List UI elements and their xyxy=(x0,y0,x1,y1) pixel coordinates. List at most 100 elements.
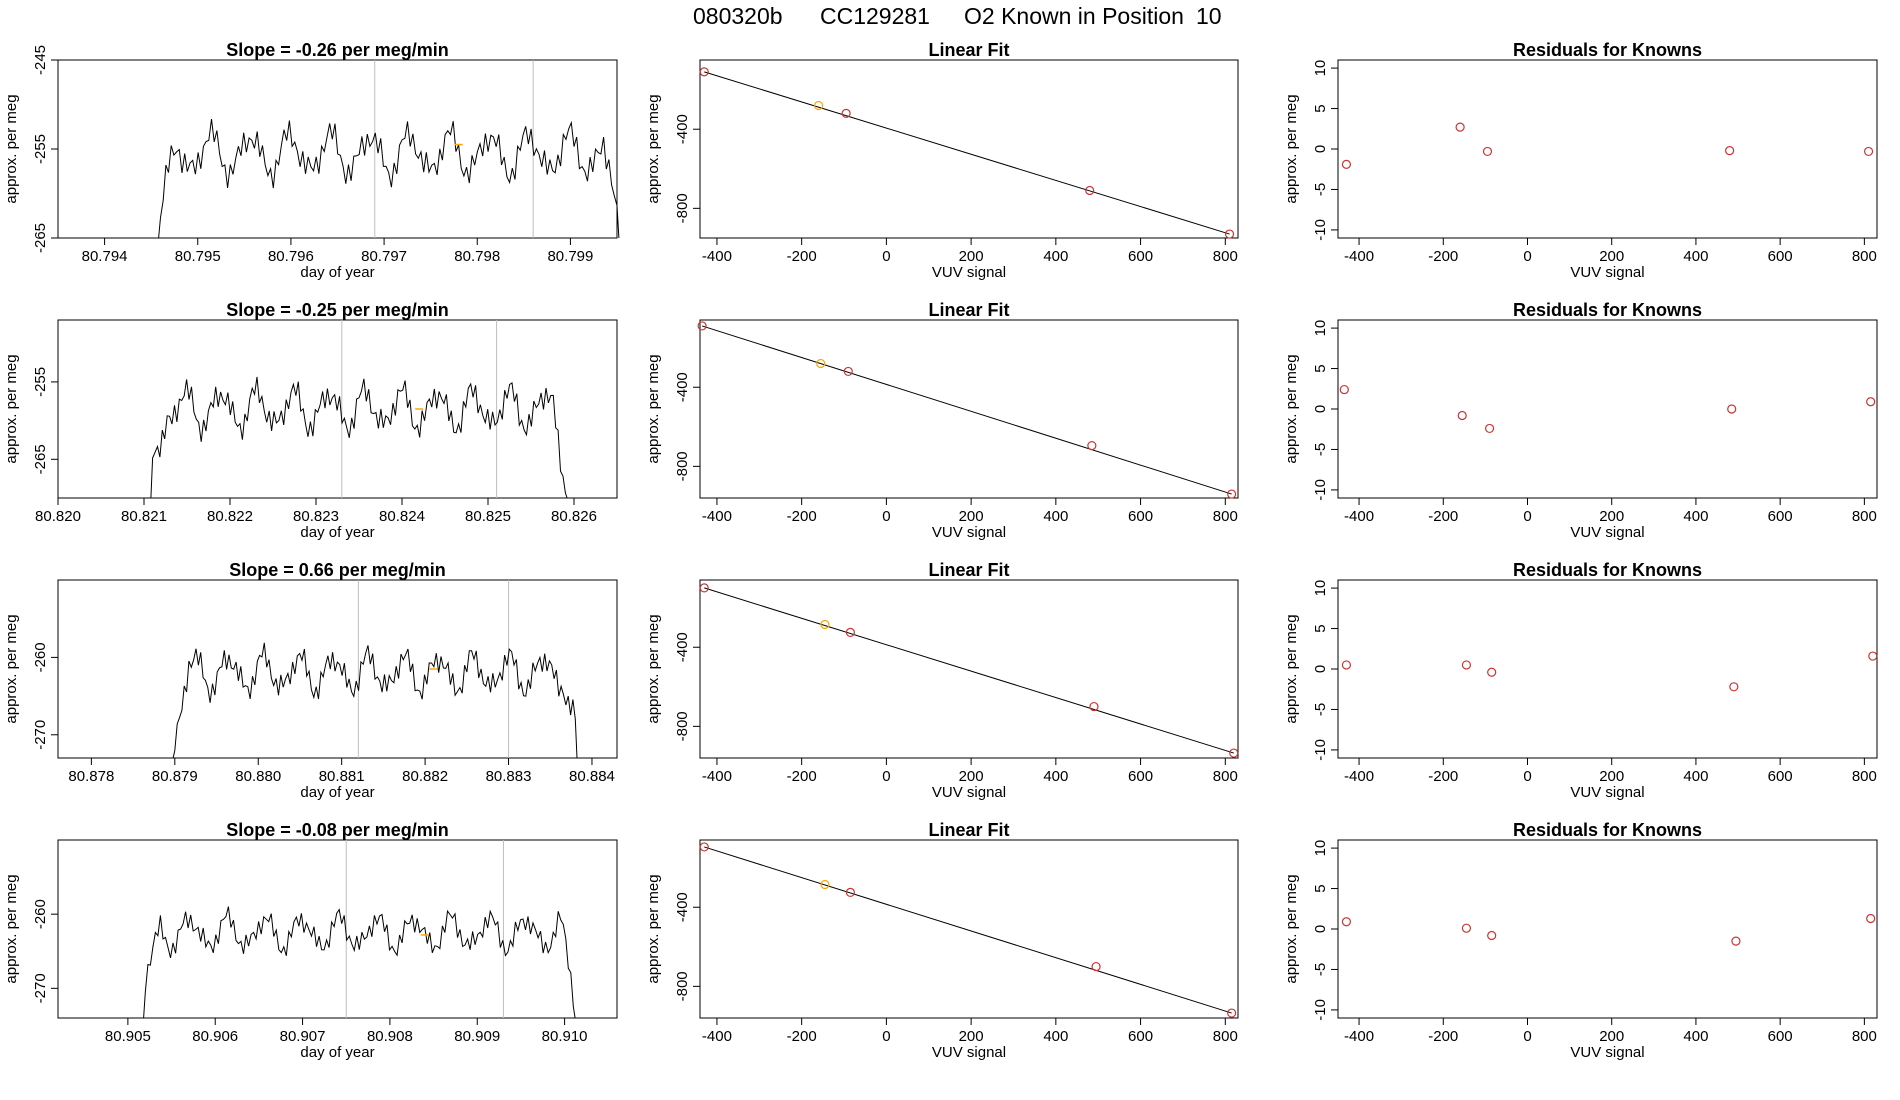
x-tick-label: -400 xyxy=(702,248,732,265)
x-tick-label: 80.826 xyxy=(551,508,597,525)
data-point xyxy=(820,619,830,630)
panel-time-series-4: Slope = -0.08 per meg/min 80.905 80.906 80.… xyxy=(3,820,618,1061)
y-tick-label: -400 xyxy=(674,114,691,144)
x-tick-label: -200 xyxy=(787,768,817,785)
x-tick-label: 800 xyxy=(1213,1028,1238,1045)
x-tick-label: 80.824 xyxy=(379,508,425,525)
x-tick-label: 80.881 xyxy=(319,768,365,785)
y-tick-label: 0 xyxy=(1312,925,1329,933)
panel-residuals-1: Residuals for Knowns -400 -200 0 200 400 600 80… xyxy=(1283,40,1878,281)
y-tick-label: -800 xyxy=(674,971,691,1001)
x-tick-label: 400 xyxy=(1043,248,1068,265)
suptitle-cylinder: CC129281 xyxy=(820,3,930,29)
data-point xyxy=(699,842,709,852)
x-tick-label: 800 xyxy=(1852,248,1877,265)
x-tick-label: 80.823 xyxy=(293,508,339,525)
y-axis-label: approx. per meg xyxy=(1283,94,1300,203)
x-axis-label: VUV signal xyxy=(1570,264,1644,281)
y-tick-label: 0 xyxy=(1312,405,1329,413)
panel-linear-fit-3: Linear Fit -400 -200 0 200 400 600 800 -800 -400 V… xyxy=(645,560,1239,801)
x-tick-label: 0 xyxy=(1523,248,1531,265)
y-tick-label: -5 xyxy=(1312,183,1329,196)
x-tick-label: 200 xyxy=(1599,768,1624,785)
panel-linear-fit-1: Linear Fit -400 -200 0 200 400 600 800 -800 -400 V… xyxy=(645,40,1239,281)
y-tick-label: -5 xyxy=(1312,703,1329,716)
y-tick-label: -5 xyxy=(1312,443,1329,456)
y-tick-label: 0 xyxy=(1312,665,1329,673)
data-point xyxy=(1868,651,1878,661)
y-axis-label: approx. per meg xyxy=(1283,614,1300,723)
y-axis-label: approx. per meg xyxy=(1283,874,1300,983)
y-tick-label: -400 xyxy=(674,892,691,922)
data-point xyxy=(843,366,853,377)
y-axis-label: approx. per meg xyxy=(645,614,662,723)
x-axis-label: VUV signal xyxy=(1570,1044,1644,1061)
plot-frame xyxy=(699,839,1239,1019)
x-tick-label: 800 xyxy=(1213,248,1238,265)
data-point xyxy=(697,321,707,331)
x-tick-label: -400 xyxy=(1344,508,1374,525)
data-point xyxy=(841,108,851,119)
x-tick-label: 200 xyxy=(959,248,984,265)
y-tick-label: -245 xyxy=(32,45,49,75)
x-tick-label: -200 xyxy=(787,1028,817,1045)
data-point xyxy=(1866,397,1876,407)
data-point xyxy=(1725,146,1735,156)
y-tick-label: -265 xyxy=(32,223,49,253)
data-point xyxy=(1729,682,1739,692)
data-point xyxy=(1227,1008,1237,1018)
y-tick-label: -255 xyxy=(32,367,49,397)
x-tick-label: 600 xyxy=(1768,248,1793,265)
x-tick-label: 200 xyxy=(959,508,984,525)
fit-line xyxy=(701,325,1232,495)
data-point xyxy=(1461,660,1472,670)
y-tick-label: 10 xyxy=(1312,580,1329,597)
fit-line xyxy=(704,71,1230,235)
data-point xyxy=(1227,489,1237,499)
x-tick-label: 800 xyxy=(1213,768,1238,785)
data-point xyxy=(1487,667,1497,677)
plot-frame xyxy=(57,319,618,499)
data-point xyxy=(1341,159,1352,169)
y-tick-label: 10 xyxy=(1312,320,1329,337)
x-tick-label: 400 xyxy=(1043,1028,1068,1045)
x-axis-label: VUV signal xyxy=(932,264,1006,281)
data-point xyxy=(1085,185,1095,196)
time-series-line xyxy=(150,376,568,499)
x-tick-label: 600 xyxy=(1768,508,1793,525)
x-tick-label: 800 xyxy=(1852,1028,1877,1045)
y-axis-label: approx. per meg xyxy=(3,354,20,463)
y-tick-label: -260 xyxy=(32,899,49,929)
x-tick-label: -200 xyxy=(787,248,817,265)
panel-linear-fit-4: Linear Fit -400 -200 0 200 400 600 800 -800 -400 V… xyxy=(645,820,1239,1061)
suptitle-position: 10 xyxy=(1196,3,1222,29)
panel-title: Residuals for Knowns xyxy=(1513,820,1702,840)
x-tick-label: 400 xyxy=(1683,248,1708,265)
x-tick-label: 200 xyxy=(959,768,984,785)
panel-residuals-2: Residuals for Knowns -400 -200 0 200 400 600 80… xyxy=(1283,300,1878,541)
panel-title: Linear Fit xyxy=(928,40,1009,60)
x-tick-label: 80.822 xyxy=(207,508,253,525)
x-tick-label: -200 xyxy=(1428,248,1458,265)
x-axis-label: VUV signal xyxy=(932,784,1006,801)
x-tick-label: 80.794 xyxy=(82,248,128,265)
data-point xyxy=(1229,748,1239,758)
panel-title: Linear Fit xyxy=(928,820,1009,840)
x-axis-label: VUV signal xyxy=(1570,524,1644,541)
panel-title: Linear Fit xyxy=(928,560,1009,580)
x-tick-label: 600 xyxy=(1128,248,1153,265)
y-axis-label: approx. per meg xyxy=(1283,354,1300,463)
x-tick-label: 80.910 xyxy=(542,1028,588,1045)
data-point xyxy=(1339,384,1349,395)
x-tick-label: 80.908 xyxy=(367,1028,413,1045)
fit-line xyxy=(704,846,1232,1014)
y-tick-label: -265 xyxy=(32,444,49,474)
y-axis-label: approx. per meg xyxy=(3,874,20,983)
x-tick-label: 0 xyxy=(882,248,890,265)
plot-frame xyxy=(57,839,618,1019)
x-tick-label: 200 xyxy=(1599,248,1624,265)
y-tick-label: 5 xyxy=(1312,624,1329,632)
y-tick-label: -10 xyxy=(1312,999,1329,1021)
x-tick-label: -200 xyxy=(1428,508,1458,525)
x-tick-label: 80.797 xyxy=(361,248,407,265)
